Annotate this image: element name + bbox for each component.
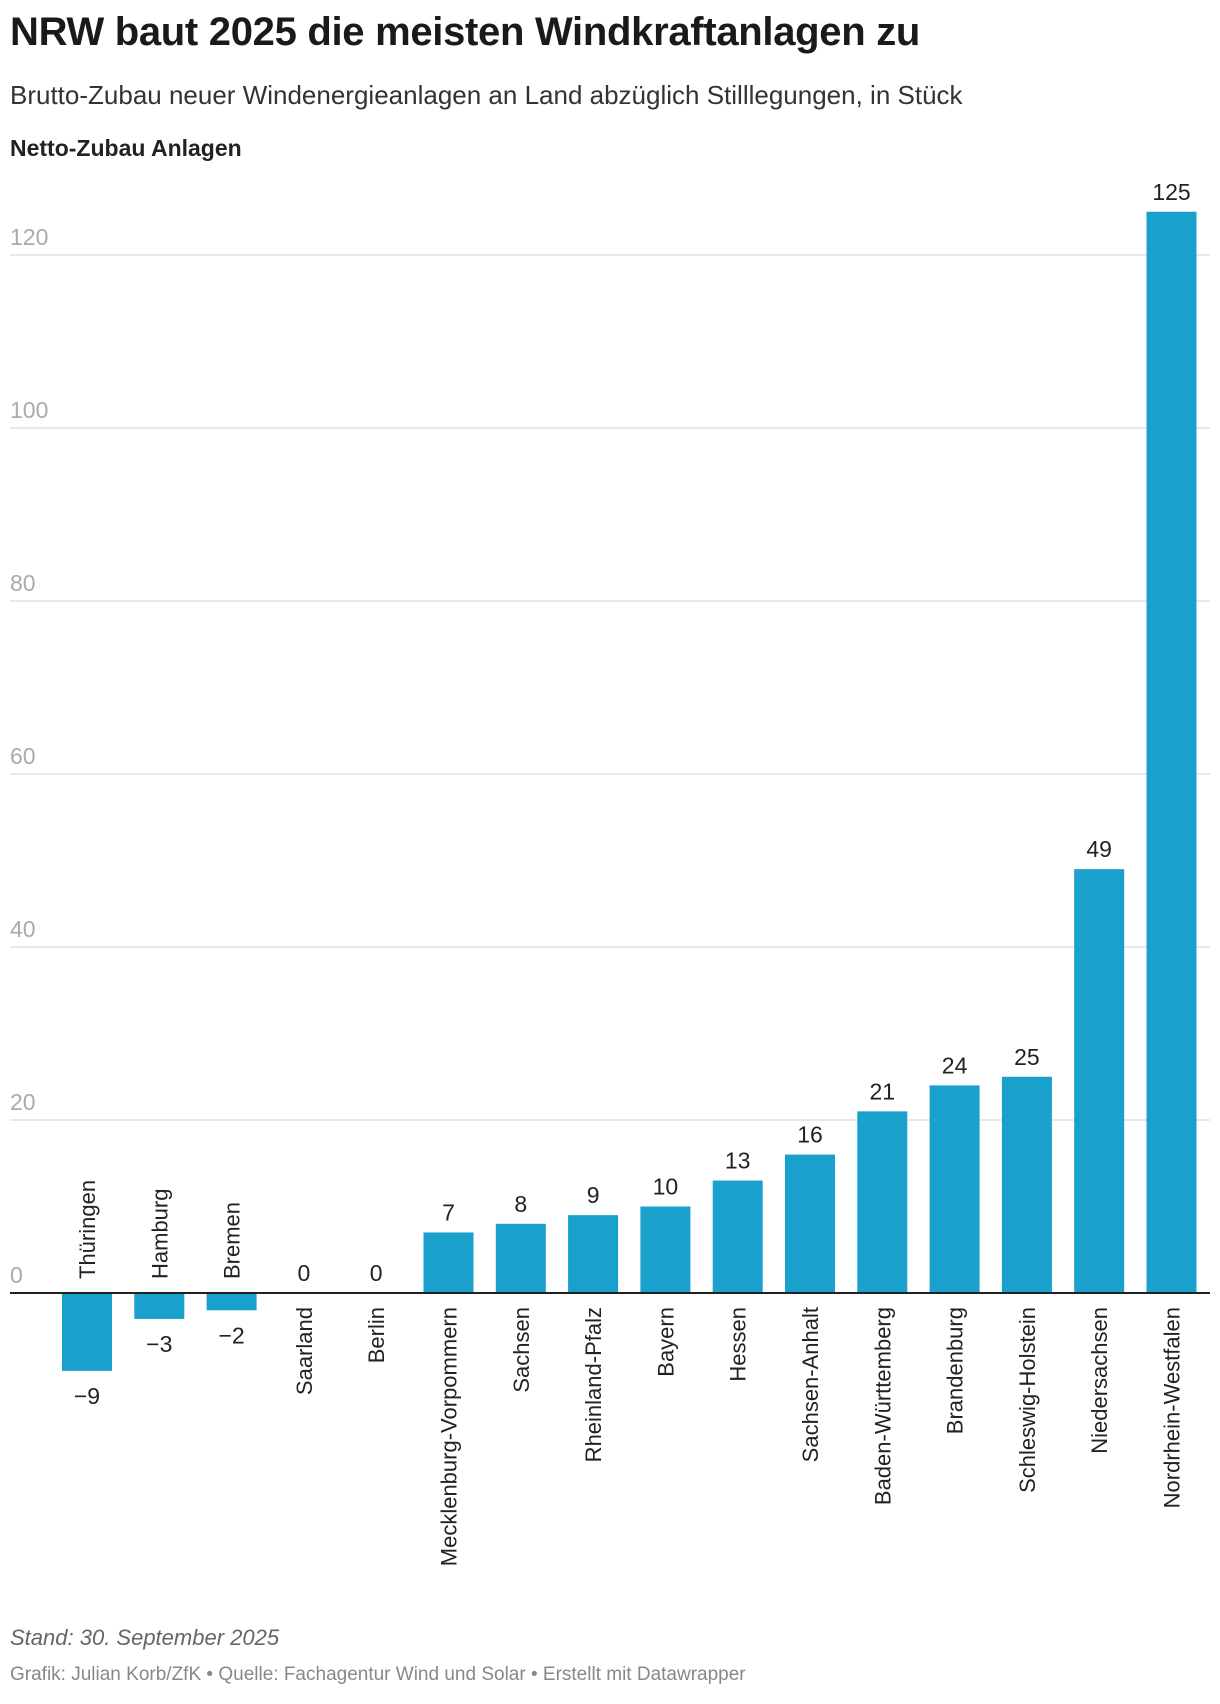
bar [568,1215,619,1293]
category-label: Nordrhein-Westfalen [1160,1307,1185,1508]
credit-separator: • [525,1664,543,1685]
bar [712,1180,763,1293]
value-label: 7 [442,1199,455,1225]
y-tick-label: 120 [10,224,48,250]
credit-tool: Erstellt mit Datawrapper [542,1664,746,1685]
value-label: 25 [1014,1044,1040,1070]
value-label: 10 [653,1174,679,1200]
category-label: Sachsen [509,1307,534,1393]
bar [640,1206,691,1293]
bar [1001,1076,1052,1293]
category-label: Hessen [726,1307,751,1382]
category-label: Berlin [364,1307,389,1363]
credits-line: Grafik: Julian Korb/ZfK • Quelle: Fachag… [10,1664,746,1686]
value-label: 24 [942,1052,968,1078]
category-label: Saarland [292,1307,317,1395]
value-label: 49 [1086,836,1112,862]
category-label: Baden-Württemberg [870,1307,895,1505]
value-label: 21 [870,1078,896,1104]
y-tick-label: 20 [10,1089,36,1115]
value-label: 125 [1152,179,1190,205]
bar [785,1154,835,1293]
value-label: −3 [146,1331,172,1357]
category-label: Rheinland-Pfalz [581,1307,606,1462]
chart-subtitle: Brutto-Zubau neuer Windenergieanlagen an… [10,80,963,110]
value-label: 0 [298,1260,311,1286]
bar [1146,211,1197,1293]
category-label: Sachsen-Anhalt [798,1307,823,1462]
y-axis-label: Netto-Zubau Anlagen [10,135,242,161]
bar [423,1232,474,1293]
y-tick-label: 0 [10,1262,23,1288]
bar [62,1293,112,1371]
bar [1074,869,1125,1293]
value-label: 0 [370,1260,383,1286]
y-tick-label: 40 [10,916,36,942]
value-label: 16 [797,1122,823,1148]
category-label: Bayern [653,1307,678,1377]
bar [206,1293,257,1311]
value-label: 13 [725,1148,751,1174]
category-label: Niedersachsen [1087,1307,1112,1454]
value-label: −9 [74,1383,100,1409]
value-label: −2 [218,1322,244,1348]
chart-title: NRW baut 2025 die meisten Windkraftanlag… [10,10,921,54]
footnote-date: Stand: 30. September 2025 [10,1625,280,1650]
bar-chart: 020406080100120−9Thüringen−3Hamburg−2Bre… [10,179,1210,1566]
credit-graphic: Grafik: Julian Korb/ZfK [10,1664,202,1685]
bar [495,1223,546,1293]
category-label: Bremen [220,1202,245,1279]
y-tick-label: 100 [10,397,48,423]
category-label: Mecklenburg-Vorpommern [437,1307,462,1566]
category-label: Thüringen [75,1180,100,1279]
credit-separator: • [201,1664,219,1685]
category-label: Schleswig-Holstein [1015,1307,1040,1493]
value-label: 8 [514,1191,527,1217]
bar [929,1085,980,1293]
bar [857,1111,908,1293]
category-label: Brandenburg [943,1307,968,1434]
category-label: Hamburg [147,1189,172,1279]
bar [134,1293,185,1319]
y-tick-label: 60 [10,743,36,769]
y-tick-label: 80 [10,570,36,596]
value-label: 9 [587,1182,600,1208]
credit-source: Quelle: Fachagentur Wind und Solar [218,1664,526,1685]
